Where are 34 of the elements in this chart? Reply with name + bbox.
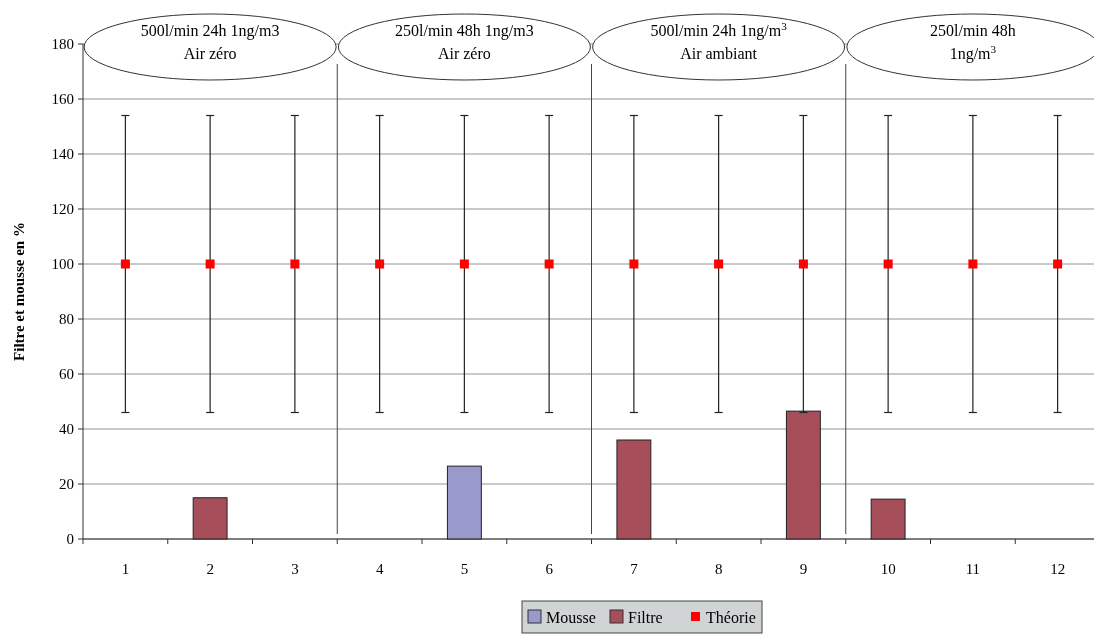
x-tick-label: 4 <box>375 561 384 577</box>
x-tick-label: 2 <box>206 561 214 577</box>
x-tick-label: 10 <box>880 561 896 577</box>
x-tick-label: 9 <box>799 561 808 577</box>
annotation: 250l/min 48h 1ng/m3 Air zéro <box>395 22 534 62</box>
x-tick-label: 6 <box>545 561 554 577</box>
x-tick-label: 8 <box>714 561 723 577</box>
annotation: 500l/min 24h 1ng/m3 Air zéro <box>140 22 280 62</box>
x-tick-label: 11 <box>965 561 981 577</box>
y-tick-label: 20 <box>59 476 74 493</box>
x-tick-label: 1 <box>121 561 130 577</box>
y-tick-label: 40 <box>59 421 74 438</box>
y-tick-label: 80 <box>59 311 74 328</box>
y-tick-label: 160 <box>51 91 74 108</box>
bar <box>192 497 228 540</box>
y-tick-label: 180 <box>51 36 74 53</box>
y-tick-label: 120 <box>51 201 74 218</box>
y-tick-label: 100 <box>51 256 74 273</box>
y-tick-label: 60 <box>59 366 74 383</box>
x-tick-label: 7 <box>630 561 639 577</box>
bar <box>446 465 482 540</box>
bar <box>616 439 652 540</box>
y-tick-label: 0 <box>66 531 74 548</box>
x-tick-label: 5 <box>460 561 469 577</box>
legend-label: Mousse <box>546 609 596 626</box>
bar <box>870 498 906 540</box>
y-tick-label: 140 <box>51 146 74 163</box>
annotation: 250l/min 48h 1ng/m$^{3}$ <box>929 22 1016 63</box>
x-tick-label: 3 <box>291 561 299 577</box>
text: 500l/min 24h 1ng/m$^{3}$ Air ambiant <box>650 20 787 62</box>
x-tick-label: 12 <box>1050 561 1066 577</box>
legend-label: Théorie <box>706 609 756 626</box>
y-axis-title: Filtre et mousse en % <box>11 222 27 361</box>
legend-label: Filtre <box>628 609 663 626</box>
